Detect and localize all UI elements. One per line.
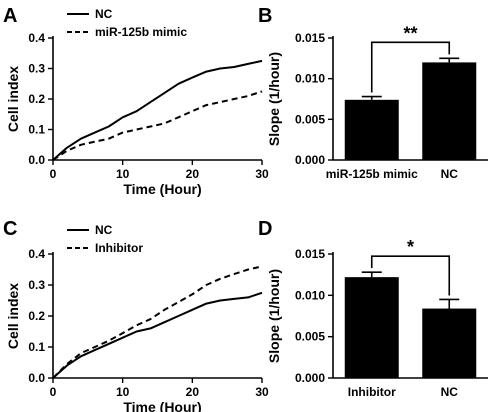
- x-tick-label: 0: [50, 385, 57, 399]
- panel-label-b: B: [258, 5, 272, 27]
- significance-marker: **: [403, 23, 417, 43]
- panel-label-d: D: [258, 218, 272, 240]
- x-tick-label: 0: [50, 167, 57, 181]
- x-tick-label: 30: [255, 167, 269, 181]
- x-axis-title: Time (Hour): [123, 399, 201, 412]
- category-label: Inhibitor: [348, 385, 396, 399]
- series-line-nc: [52, 291, 263, 379]
- y-tick-label: 0.005: [295, 112, 325, 126]
- bar-nc: [422, 308, 477, 378]
- y-axis-title: Slope (1/hour): [266, 269, 282, 363]
- legend-entry: NC: [95, 223, 113, 237]
- bar-inhibitor: [344, 277, 399, 378]
- category-label: miR-125b mimic: [326, 167, 418, 181]
- y-tick-label: 0.3: [28, 62, 45, 76]
- y-axis-title: Cell index: [5, 66, 21, 132]
- y-tick-label: 0.015: [295, 31, 325, 45]
- y-tick-label: 0.3: [28, 278, 45, 292]
- y-tick-label: 0.1: [28, 123, 45, 137]
- bar-mir-125b-mimic: [344, 99, 399, 160]
- category-label: NC: [441, 167, 459, 181]
- x-tick-label: 10: [116, 385, 130, 399]
- x-tick-label: 30: [255, 385, 269, 399]
- y-tick-label: 0.1: [28, 340, 45, 354]
- legend-entry: NC: [95, 7, 113, 21]
- x-tick-label: 20: [186, 385, 200, 399]
- y-tick-label: 0.2: [28, 309, 45, 323]
- y-tick-label: 0.010: [295, 288, 325, 302]
- series-line-nc: [52, 59, 263, 161]
- y-tick-label: 0.0: [28, 371, 45, 385]
- series-line-mir-125b-mimic: [52, 90, 263, 161]
- series-line-inhibitor: [52, 265, 263, 379]
- y-axis-title: Slope (1/hour): [266, 52, 282, 146]
- y-tick-label: 0.000: [295, 153, 325, 167]
- x-axis-title: Time (Hour): [123, 181, 201, 197]
- significance-bracket: [370, 255, 451, 296]
- y-tick-label: 0.015: [295, 247, 325, 261]
- legend-entry: miR-125b mimic: [95, 25, 187, 39]
- panel-label-c: C: [3, 218, 17, 240]
- significance-marker: *: [407, 237, 414, 257]
- y-tick-label: 0.0: [28, 153, 45, 167]
- category-label: NC: [441, 385, 459, 399]
- y-tick-label: 0.000: [295, 371, 325, 385]
- panel-label-a: A: [3, 5, 17, 27]
- x-tick-label: 20: [186, 167, 200, 181]
- x-tick-label: 10: [116, 167, 130, 181]
- y-axis-title: Cell index: [5, 283, 21, 349]
- y-tick-label: 0.4: [28, 247, 45, 261]
- legend-entry: Inhibitor: [95, 241, 143, 255]
- y-tick-label: 0.010: [295, 72, 325, 86]
- significance-bracket: [370, 41, 451, 93]
- y-tick-label: 0.4: [28, 31, 45, 45]
- y-tick-label: 0.2: [28, 92, 45, 106]
- bar-nc: [422, 62, 477, 160]
- y-tick-label: 0.005: [295, 330, 325, 344]
